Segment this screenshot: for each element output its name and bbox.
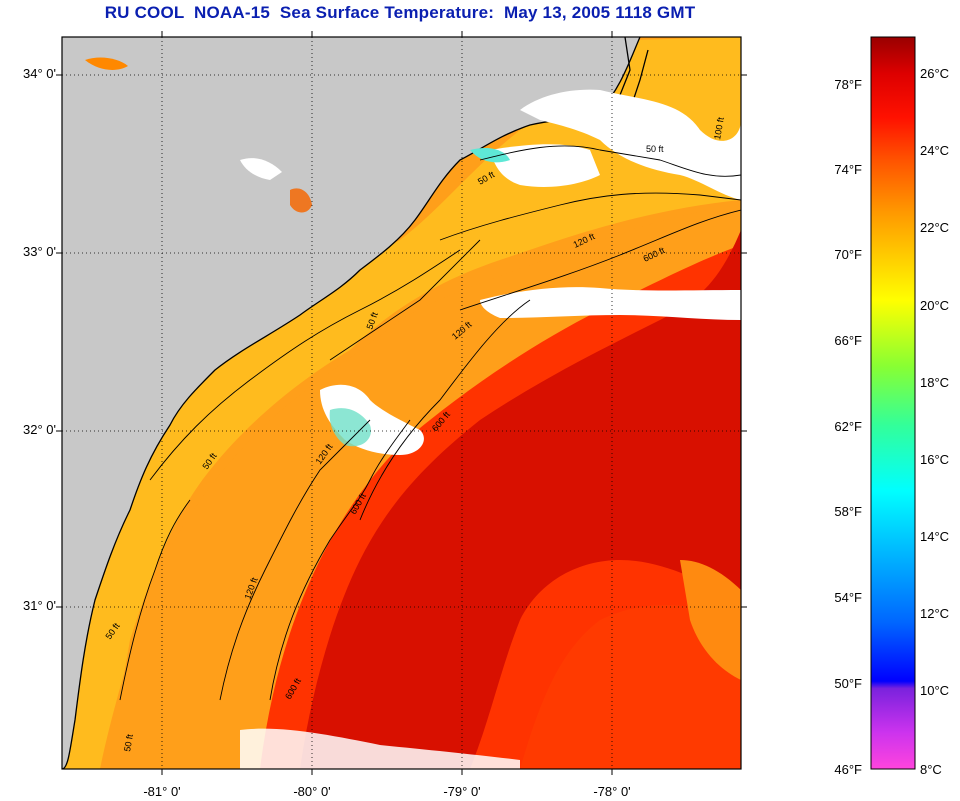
nearshore-water	[62, 37, 741, 769]
colorbar-celsius-label: 12°C	[920, 606, 950, 621]
contour-600ft-north	[459, 209, 741, 311]
contour-50ft-mid	[149, 249, 461, 481]
axis-ticks	[56, 31, 747, 775]
colorbar-fahrenheit-label: 62°F	[834, 419, 862, 434]
contour-120ft-mid	[329, 239, 481, 361]
inland-lake	[290, 188, 312, 213]
cloud-band	[480, 287, 741, 320]
colorbar	[870, 36, 916, 770]
colorbar-fahrenheit-label: 74°F	[834, 162, 862, 177]
gulf-stream	[300, 230, 741, 769]
coastline	[62, 37, 641, 769]
latitude-label: 32° 0'	[23, 422, 56, 437]
colorbar-fahrenheit-label: 66°F	[834, 333, 862, 348]
colorbar-celsius-label: 16°C	[920, 452, 950, 467]
colorbar-celsius-label: 10°C	[920, 683, 950, 698]
eastern-water	[520, 605, 741, 769]
warm-eddy	[680, 560, 741, 680]
cloud-inland	[240, 158, 282, 180]
colorbar-fahrenheit-label: 50°F	[834, 676, 862, 691]
contour-label: 50 ft	[122, 733, 135, 752]
inland-lake-north	[85, 57, 128, 70]
latitude-label: 33° 0'	[23, 244, 56, 259]
colorbar-celsius-label: 22°C	[920, 220, 950, 235]
contour-120ft-south	[219, 419, 371, 701]
colorbar-fahrenheit-label: 54°F	[834, 590, 862, 605]
contour-50ft-south	[119, 499, 191, 701]
longitude-label: -81° 0'	[143, 784, 181, 799]
cool-water-nearshore	[470, 148, 510, 163]
colorbar-fahrenheit-label: 46°F	[834, 762, 862, 777]
colorbar-celsius-label: 26°C	[920, 66, 950, 81]
latitude-label: 31° 0'	[23, 598, 56, 613]
contour-120ft-north	[439, 192, 741, 241]
land-mass	[62, 37, 640, 769]
longitude-label: -78° 0'	[593, 784, 631, 799]
colorbar-celsius-label: 24°C	[920, 143, 950, 158]
cloud-patch	[490, 144, 600, 187]
latitude-label: 34° 0'	[23, 66, 56, 81]
colorbar-fahrenheit-label: 78°F	[834, 77, 862, 92]
longitude-label: -80° 0'	[293, 784, 331, 799]
map-frame	[61, 36, 742, 770]
contour-600ft-south	[269, 419, 411, 701]
contour-label: 100 ft	[712, 116, 726, 140]
map-title: RU COOL NOAA-15 Sea Surface Temperature:…	[104, 3, 696, 22]
colorbar-celsius-label: 18°C	[920, 375, 950, 390]
cool-water-patch	[329, 408, 371, 447]
contour-50ft-north	[479, 145, 741, 177]
cloud-south	[240, 728, 520, 769]
longitude-label: -79° 0'	[443, 784, 481, 799]
cloud-cape	[520, 89, 741, 200]
contour-label: 50 ft	[646, 144, 664, 154]
colorbar-celsius-label: 8°C	[920, 762, 942, 777]
colorbar-celsius-label: 14°C	[920, 529, 950, 544]
colorbar-celsius-label: 20°C	[920, 298, 950, 313]
colorbar-fahrenheit-label: 70°F	[834, 247, 862, 262]
colorbar-fahrenheit-label: 58°F	[834, 504, 862, 519]
map-panel	[62, 37, 741, 769]
contour-600ft-mid	[359, 299, 531, 521]
